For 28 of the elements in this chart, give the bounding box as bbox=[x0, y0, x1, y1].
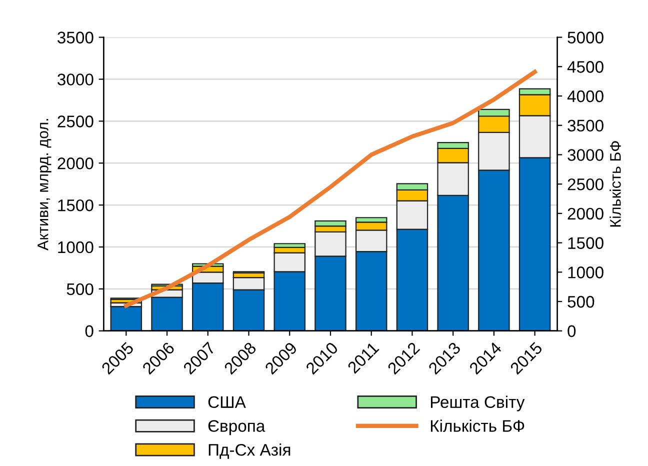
y-tick-label: 3500 bbox=[58, 32, 94, 44]
y2-tick-label: 3000 bbox=[568, 149, 604, 161]
legend-label: Європа bbox=[208, 420, 266, 436]
y2-tick-label: 2500 bbox=[568, 178, 604, 190]
y2-tick-label: 1000 bbox=[568, 266, 604, 278]
y2-tick-label: 5000 bbox=[568, 32, 604, 44]
y-axis-title: Активи, млрд. дол. bbox=[38, 119, 52, 250]
y-tick-label: 500 bbox=[66, 283, 94, 296]
y-tick-label: 3000 bbox=[58, 74, 94, 86]
y2-tick-label: 500 bbox=[568, 296, 594, 308]
y2-tick-label: 4000 bbox=[567, 90, 604, 102]
y2-tick-label: 4500 bbox=[567, 61, 604, 73]
bar bbox=[110, 306, 142, 331]
y2-tick-label: 2000 bbox=[568, 208, 604, 220]
y2-tick-label: 3500 bbox=[568, 120, 604, 132]
y-tick-label: 0 bbox=[85, 325, 94, 338]
y2-tick-label: 0 bbox=[568, 325, 576, 338]
legend-label: Пд-Сх Азія bbox=[208, 444, 290, 459]
y-tick-label: 1000 bbox=[58, 241, 94, 254]
legend-label: Кількість БФ bbox=[430, 420, 524, 432]
y2-tick-label: 1500 bbox=[568, 237, 604, 249]
legend-label: Решта Світу bbox=[430, 396, 525, 412]
line-series bbox=[124, 70, 537, 308]
y2-axis-title: Кількість БФ bbox=[610, 141, 621, 227]
legend-label: США bbox=[208, 396, 246, 408]
y-tick-label: 2500 bbox=[58, 116, 94, 128]
y-tick-label: 2000 bbox=[58, 158, 94, 170]
y-tick-label: 1500 bbox=[58, 199, 94, 212]
